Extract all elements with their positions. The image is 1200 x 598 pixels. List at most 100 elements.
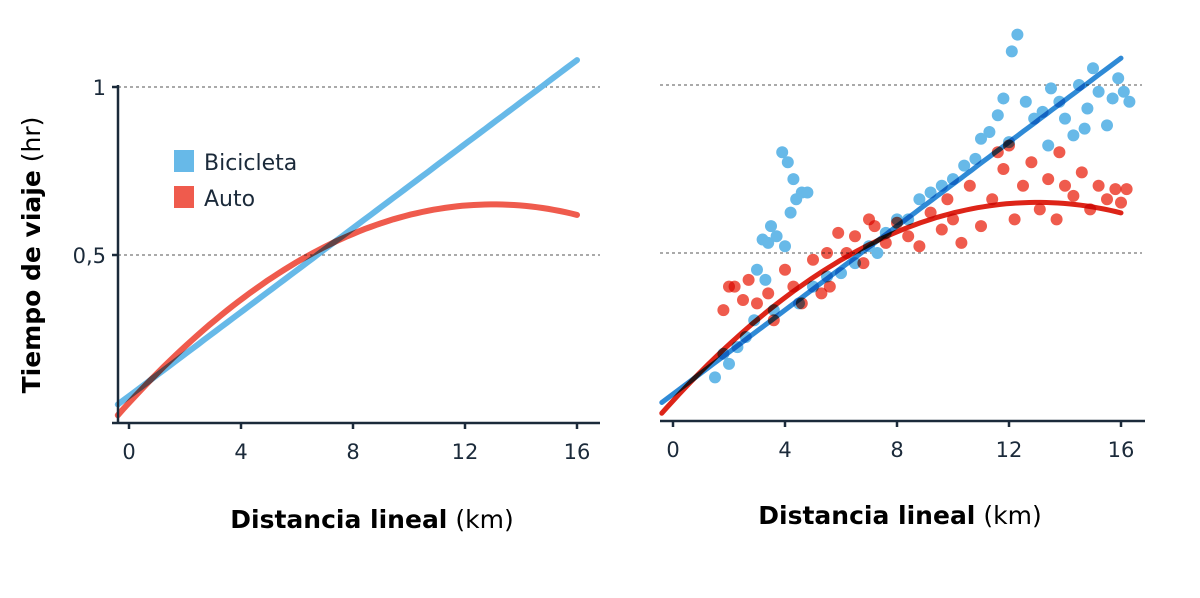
point-bicicleta <box>765 220 777 233</box>
point-auto <box>821 247 833 259</box>
point-bicicleta <box>1092 85 1105 98</box>
point-bicicleta <box>759 273 772 286</box>
point-auto <box>955 236 968 249</box>
x-tick-label: 4 <box>778 438 791 462</box>
line-auto <box>114 201 580 419</box>
point-bicicleta <box>779 240 791 253</box>
point-auto <box>751 297 763 310</box>
point-auto <box>1053 146 1066 159</box>
point-auto <box>1115 196 1127 209</box>
point-bicicleta <box>997 92 1010 105</box>
point-auto <box>902 230 915 243</box>
legend-label-bicicleta: Bicicleta <box>204 151 297 176</box>
point-auto <box>1042 173 1055 186</box>
point-auto <box>1092 179 1105 192</box>
point-bicicleta <box>975 132 987 145</box>
point-auto <box>913 240 926 253</box>
point-bicicleta <box>871 247 884 259</box>
point-bicicleta <box>1019 95 1032 108</box>
point-bicicleta <box>1123 95 1136 108</box>
point-auto <box>1120 183 1133 196</box>
point-auto <box>1101 193 1113 206</box>
x-axis-label-unit: (km) <box>455 505 513 534</box>
x-tick-label: 0 <box>122 440 135 464</box>
point-bicicleta <box>1011 28 1024 41</box>
point-bicicleta <box>1005 45 1018 58</box>
point-bicicleta <box>1112 72 1125 85</box>
point-bicicleta <box>958 159 971 172</box>
point-bicicleta <box>723 357 735 370</box>
point-auto <box>1067 189 1080 202</box>
point-auto <box>1075 166 1088 179</box>
point-auto <box>1059 179 1071 192</box>
point-auto <box>717 304 730 317</box>
point-auto <box>1050 213 1063 226</box>
point-bicicleta <box>983 126 996 139</box>
point-bicicleta <box>924 186 937 199</box>
point-bicicleta <box>1081 102 1094 115</box>
point-auto <box>963 179 976 192</box>
point-bicicleta <box>801 186 814 199</box>
y-axis-label-bold: Tiempo de viaje <box>17 170 46 393</box>
x-tick-label: 12 <box>996 438 1023 462</box>
point-auto <box>1008 213 1021 226</box>
point-auto <box>935 223 948 236</box>
point-auto <box>1109 183 1122 196</box>
x-axis-label-right: Distancia lineal (km) <box>758 501 1041 530</box>
point-auto <box>857 257 870 270</box>
point-auto <box>807 253 819 266</box>
fit-line-bicicleta <box>659 55 1124 405</box>
point-bicicleta <box>1106 92 1119 105</box>
fit-line-auto <box>659 199 1124 416</box>
point-auto <box>941 193 954 206</box>
y-tick-label: 0,5 <box>73 244 106 268</box>
x-axis-label-left: Distancia lineal (km) <box>230 505 513 534</box>
left-panel-line-chart: 0,5 1 0 4 8 12 16 Bicicleta Auto Tiempo de via… <box>17 57 600 534</box>
point-auto <box>849 230 861 243</box>
point-bicicleta <box>751 263 763 276</box>
x-tick-label: 12 <box>452 440 479 464</box>
point-bicicleta <box>1101 119 1113 132</box>
point-bicicleta <box>991 109 1004 122</box>
point-bicicleta <box>781 156 794 169</box>
point-auto <box>997 163 1010 175</box>
point-bicicleta <box>776 146 789 159</box>
x-axis-label-bold: Distancia lineal <box>758 501 975 530</box>
point-auto <box>1025 156 1038 169</box>
x-axis-label-bold: Distancia lineal <box>230 505 447 534</box>
x-tick-label: 0 <box>666 438 679 462</box>
y-axis-label-unit: (hr) <box>17 117 46 163</box>
x-tick-label: 4 <box>234 440 247 464</box>
legend-swatch-bicicleta <box>174 150 194 172</box>
line-bicicleta <box>114 57 580 408</box>
x-tick-label: 8 <box>890 438 903 462</box>
point-bicicleta <box>1045 82 1057 95</box>
point-bicicleta <box>1059 112 1071 125</box>
x-tick-label: 16 <box>1108 438 1135 462</box>
point-bicicleta <box>709 371 721 384</box>
right-panel-scatter-chart: 0 4 8 12 16 Distancia lineal (km) <box>659 28 1145 530</box>
point-auto <box>823 280 836 293</box>
y-axis-label: Tiempo de viaje (hr) <box>17 117 46 394</box>
point-auto <box>779 263 791 276</box>
point-auto <box>815 287 828 300</box>
point-auto <box>986 193 999 206</box>
y-tick-label: 1 <box>93 76 106 100</box>
point-bicicleta <box>913 193 926 206</box>
point-auto <box>1033 203 1046 216</box>
point-bicicleta <box>1067 129 1080 142</box>
point-bicicleta <box>770 230 783 243</box>
legend-swatch-auto <box>174 186 194 208</box>
point-bicicleta <box>1042 139 1055 152</box>
point-auto <box>924 206 937 219</box>
point-bicicleta <box>787 173 800 186</box>
point-bicicleta <box>1117 85 1130 98</box>
point-auto <box>863 213 875 226</box>
x-axis-label-unit: (km) <box>983 501 1041 530</box>
point-bicicleta <box>1078 122 1091 135</box>
point-auto <box>728 280 741 293</box>
point-auto <box>975 220 987 233</box>
point-bicicleta <box>1087 62 1099 75</box>
x-tick-label: 8 <box>346 440 359 464</box>
